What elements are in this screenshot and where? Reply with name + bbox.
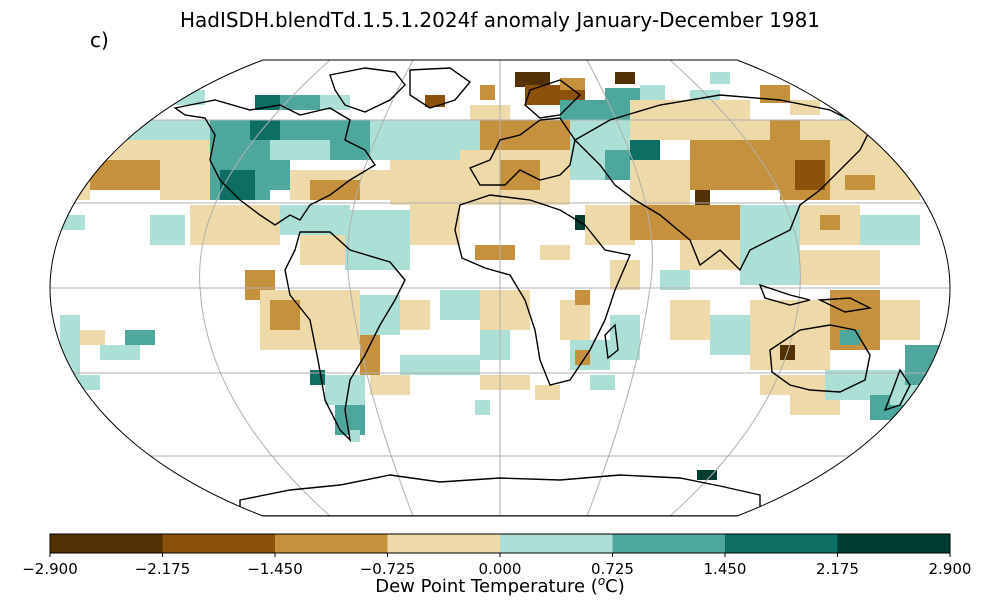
colorbar-label: Dew Point Temperature (oC) bbox=[375, 574, 625, 597]
globe-outline bbox=[49, 59, 951, 517]
anomaly-field bbox=[60, 72, 940, 480]
panel-label: c) bbox=[90, 28, 109, 52]
map-title: HadISDH.blendTd.1.5.1.2024f anomaly Janu… bbox=[179, 8, 821, 32]
graticule bbox=[50, 60, 950, 516]
world-map bbox=[49, 59, 951, 517]
